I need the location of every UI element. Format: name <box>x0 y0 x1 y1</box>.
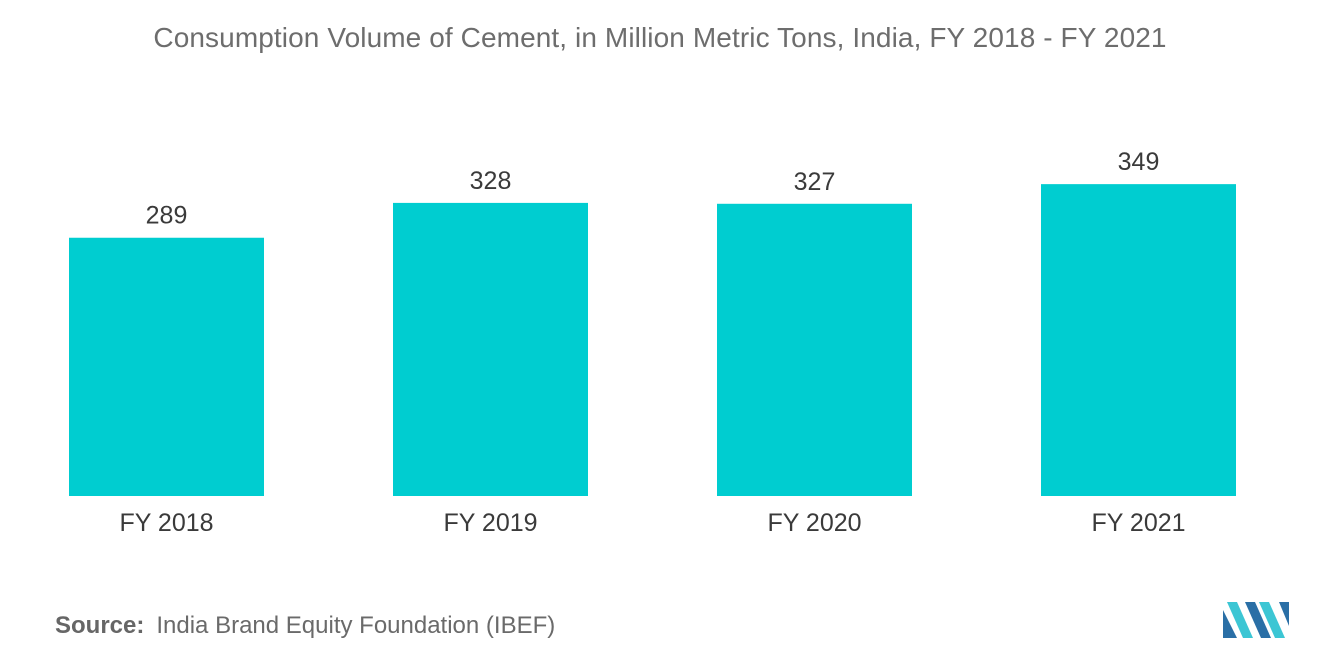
bar-fy-2021 <box>1041 184 1236 496</box>
source-note: Source: India Brand Equity Foundation (IB… <box>55 612 555 640</box>
chart-title: Consumption Volume of Cement, in Million… <box>153 22 1167 53</box>
data-label-fy-2021: 349 <box>1118 148 1160 176</box>
data-label-fy-2020: 327 <box>794 168 836 196</box>
mordor-intelligence-logo-icon <box>1223 602 1289 638</box>
category-labels-group: FY 2018 FY 2019 FY 2020 FY 2021 <box>119 509 1185 537</box>
category-label-fy-2019: FY 2019 <box>443 509 537 537</box>
source-text: India Brand Equity Foundation (IBEF) <box>156 612 556 639</box>
bar-fy-2019 <box>393 202 588 496</box>
data-labels-group: 289 328 327 349 <box>146 148 1160 230</box>
category-label-fy-2018: FY 2018 <box>119 509 213 537</box>
data-label-fy-2019: 328 <box>470 167 512 195</box>
bars-group <box>69 184 1236 497</box>
category-label-fy-2021: FY 2021 <box>1091 509 1185 537</box>
data-label-fy-2018: 289 <box>146 202 188 230</box>
bar-fy-2020 <box>717 203 912 497</box>
source-label: Source: <box>55 612 145 639</box>
bar-fy-2018 <box>69 237 264 496</box>
category-label-fy-2020: FY 2020 <box>767 509 861 537</box>
